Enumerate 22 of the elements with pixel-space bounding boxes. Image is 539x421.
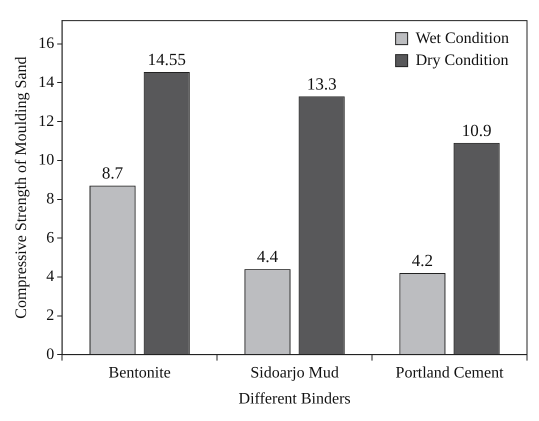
y-tick-label: 6 [46,229,54,246]
data-label: 4.2 [412,251,434,270]
y-tick-label: 16 [38,35,54,52]
data-label: 8.7 [102,164,124,183]
y-tick-label: 8 [46,190,54,208]
x-axis-title: Different Binders [238,390,351,408]
data-label: 4.4 [256,247,279,266]
legend-label: Dry Condition [416,52,509,69]
x-tick-label: Sidoarjo Mud [250,364,339,382]
data-label: 13.3 [306,74,337,94]
data-label: 14.55 [148,50,186,70]
y-axis-title: Compressive Strength of Moulding Sand [12,56,30,319]
legend-label: Wet Condition [416,30,509,47]
x-tick-label: Bentonite [108,364,171,382]
x-tick-label: Portland Cement [396,364,504,382]
y-tick-label: 4 [46,268,54,286]
y-tick-label: 14 [38,74,54,91]
y-tick-label: 2 [46,306,54,324]
y-tick-label: 12 [38,112,54,130]
y-tick-label: 0 [46,346,54,363]
y-tick-label: 10 [38,152,54,169]
data-label: 10.9 [462,120,492,140]
